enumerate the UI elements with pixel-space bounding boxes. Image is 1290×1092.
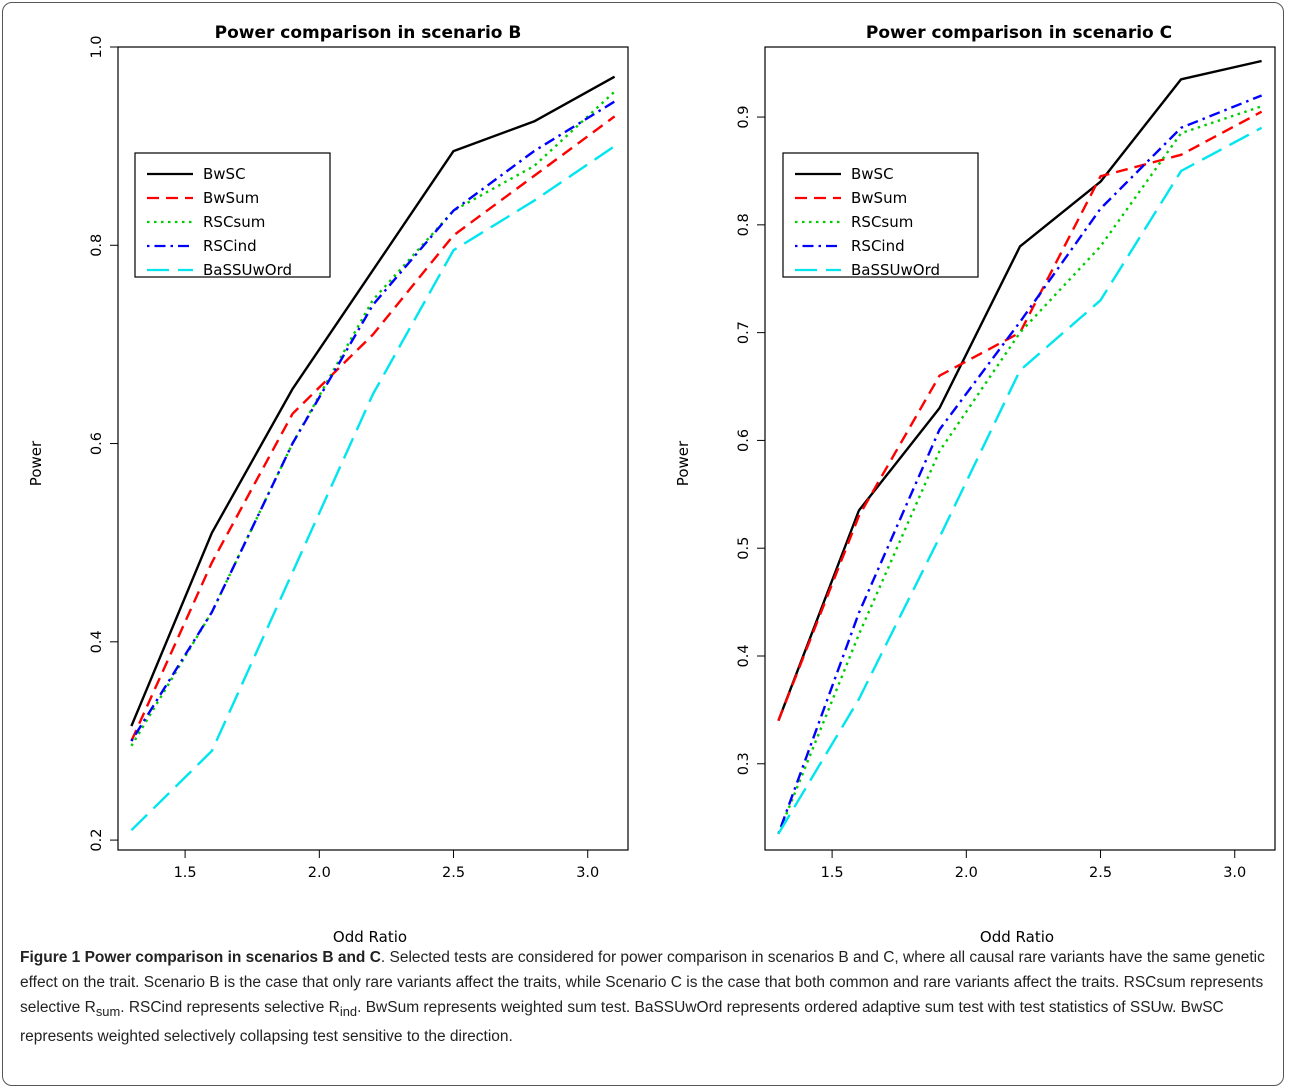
- caption-sub-1: sum: [95, 1004, 121, 1020]
- y-tick-label: 0.6: [736, 429, 752, 452]
- caption-label: Figure 1 Power comparison in scenarios B…: [20, 949, 381, 966]
- y-tick-label: 0.7: [736, 321, 752, 344]
- x-tick-label: 1.5: [174, 865, 197, 881]
- caption-text-2: . RSCind represents selective R: [120, 999, 340, 1016]
- caption-sub-2: ind: [339, 1004, 358, 1020]
- legend-label: RSCind: [203, 237, 257, 255]
- plot-area-box: [764, 46, 1276, 851]
- y-tick-label: 0.6: [89, 432, 105, 455]
- y-tick-label: 0.4: [736, 644, 752, 667]
- x-tick-label: 2.0: [955, 865, 978, 881]
- y-axis-label: Power: [27, 440, 45, 486]
- series-line-bwsc: [777, 59, 1262, 722]
- x-tick-label: 2.0: [308, 865, 331, 881]
- x-axis-label: Odd Ratio: [980, 928, 1054, 945]
- legend-label: RSCind: [851, 237, 905, 255]
- chart-title: Power comparison in scenario B: [215, 23, 522, 43]
- caption-text-3: . BwSum represents weighted sum test. Ba…: [20, 999, 1224, 1046]
- series-line-bwsc: [130, 75, 616, 727]
- legend-label: BaSSUwOrd: [203, 261, 292, 279]
- chart-title: Power comparison in scenario C: [866, 23, 1172, 43]
- y-tick-label: 0.8: [89, 234, 105, 257]
- x-tick-label: 2.5: [442, 865, 465, 881]
- y-tick-label: 0.3: [736, 752, 752, 775]
- series-line-rscind: [130, 100, 616, 742]
- chart-scenario-c: Power comparison in scenario C 1.5 2.0 2.5 3…: [674, 23, 1276, 945]
- x-tick-label: 2.5: [1089, 865, 1112, 881]
- series-line-rscind: [777, 94, 1263, 835]
- x-tick-label: 3.0: [1223, 865, 1246, 881]
- y-tick-label: 1.0: [89, 35, 105, 58]
- legend-label: BwSum: [851, 189, 907, 207]
- legend-label: BwSum: [203, 189, 259, 207]
- series-line-bwsum: [130, 115, 616, 742]
- caption-text-1: . Selected tests are considered for powe…: [20, 949, 1265, 1016]
- y-axis-label: Power: [674, 440, 692, 486]
- series-line-bassuword: [130, 145, 616, 832]
- y-tick-label: 0.4: [89, 630, 105, 653]
- y-tick-label: 0.9: [736, 106, 752, 129]
- chart-scenario-b: Power comparison in scenario B 1.5 2.0 2.5 3…: [27, 23, 629, 945]
- legend-label: RSCsum: [203, 213, 265, 231]
- y-tick-label: 0.2: [89, 829, 105, 852]
- figure-plots: Power comparison in scenario B 1.5 2.0 2.5 3…: [27, 23, 1276, 945]
- series-line-bassuword: [777, 126, 1263, 835]
- series-line-bwsum: [777, 110, 1263, 722]
- figure-caption: Figure 1 Power comparison in scenarios B…: [20, 945, 1275, 1049]
- x-tick-label: 1.5: [821, 865, 844, 881]
- x-tick-label: 3.0: [576, 865, 599, 881]
- legend-label: BwSC: [203, 165, 246, 183]
- plot-area-box: [117, 46, 629, 851]
- legend-label: BwSC: [851, 165, 894, 183]
- y-tick-label: 0.5: [736, 537, 752, 560]
- legend-label: BaSSUwOrd: [851, 261, 940, 279]
- x-axis-label: Odd Ratio: [333, 928, 407, 945]
- y-tick-label: 0.8: [736, 213, 752, 236]
- legend-label: RSCsum: [851, 213, 913, 231]
